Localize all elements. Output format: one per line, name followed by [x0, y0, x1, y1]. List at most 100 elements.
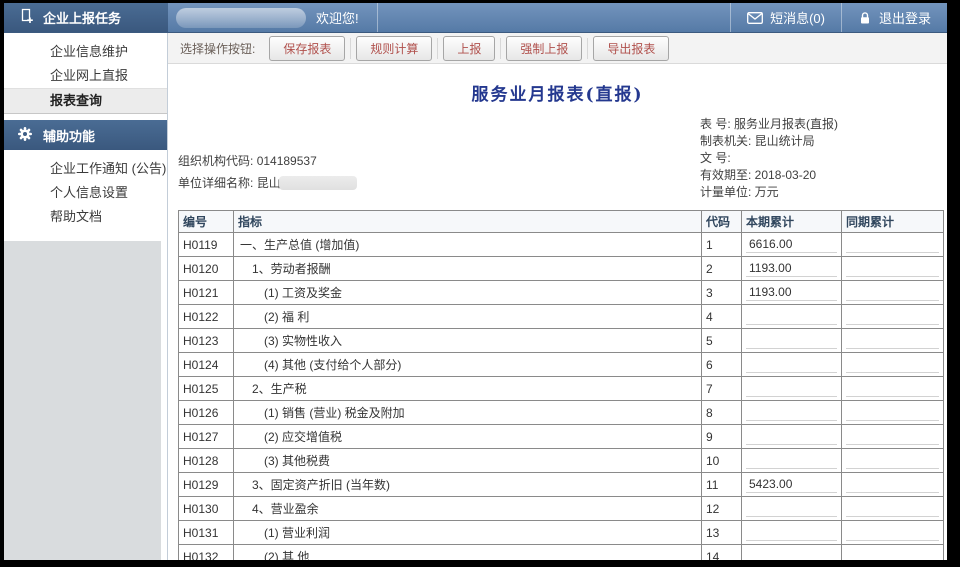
welcome-text: 欢迎您! [316, 11, 359, 26]
sidebar-item[interactable]: 企业网上直报 [50, 68, 129, 83]
submit-button[interactable]: 上报 [443, 35, 496, 61]
current-value-cell [741, 352, 842, 377]
welcome-area: 欢迎您! [168, 3, 378, 32]
previous-value-cell [841, 448, 944, 473]
toolbar-separator [437, 37, 439, 59]
row-id-link[interactable]: H0125 [178, 376, 234, 401]
app-window: 企业上报任务 欢迎您! 短消息(0) 退出登录 [4, 3, 947, 560]
code-cell: 4 [701, 304, 742, 329]
body: 企业信息维护 企业网上直报报表查询 辅助功能 [4, 33, 947, 560]
sidebar-header-aux-functions[interactable]: 辅助功能 [4, 120, 167, 150]
current-period-input[interactable] [746, 500, 837, 517]
previous-value-cell [841, 520, 944, 545]
app-menu-title: 企业上报任务 [43, 11, 122, 26]
unit-name-redacted [278, 176, 357, 190]
same-period-input[interactable] [846, 524, 939, 541]
same-period-input[interactable] [846, 236, 939, 253]
row-id-link[interactable]: H0120 [178, 256, 234, 281]
sidebar-section-title: 辅助功能 [43, 128, 96, 144]
sidebar-header-report-tasks[interactable]: 企业上报任务 [4, 3, 168, 32]
row-id-link[interactable]: H0122 [178, 304, 234, 329]
indicator-cell: (2) 应交增值税 [233, 424, 702, 449]
previous-value-cell [841, 304, 944, 329]
export-report-button[interactable]: 导出报表 [593, 35, 670, 61]
current-period-input[interactable] [746, 332, 837, 349]
code-cell: 13 [701, 520, 742, 545]
current-period-input[interactable] [746, 452, 837, 469]
row-id-link[interactable]: H0132 [178, 544, 234, 560]
same-period-input[interactable] [846, 548, 939, 560]
current-period-input[interactable] [746, 356, 837, 373]
top-bar: 企业上报任务 欢迎您! 短消息(0) 退出登录 [4, 3, 947, 33]
same-period-input[interactable] [846, 332, 939, 349]
indicator-cell: (2) 其 他 [233, 544, 702, 560]
current-period-input[interactable] [746, 284, 837, 301]
same-period-input[interactable] [846, 284, 939, 301]
row-id-link[interactable]: H0127 [178, 424, 234, 449]
save-report-button[interactable]: 保存报表 [269, 35, 346, 61]
force-submit-button[interactable]: 强制上报 [506, 35, 583, 61]
same-period-input[interactable] [846, 452, 939, 469]
row-id-link[interactable]: H0131 [178, 520, 234, 545]
current-period-input[interactable] [746, 476, 837, 493]
table-row: H0123 (3) 实物性收入 5 [178, 328, 944, 353]
unit-name-label: 单位详细名称: [178, 176, 254, 190]
current-period-input[interactable] [746, 428, 837, 445]
toolbar-separator [350, 37, 352, 59]
messages-button[interactable]: 短消息(0) [730, 3, 841, 32]
row-id-link[interactable]: H0126 [178, 400, 234, 425]
current-value-cell [741, 328, 842, 353]
row-id-link[interactable]: H0123 [178, 328, 234, 353]
row-id-link[interactable]: H0121 [178, 280, 234, 305]
sidebar-item[interactable]: 企业信息维护 [50, 44, 129, 59]
same-period-input[interactable] [846, 356, 939, 373]
sidebar-item[interactable]: 帮助文档 [50, 209, 103, 224]
current-period-input[interactable] [746, 236, 837, 253]
row-id-link[interactable]: H0124 [178, 352, 234, 377]
table-row: H0125 2、生产税 7 [178, 376, 944, 401]
toolbar-separator [500, 37, 502, 59]
indicator-cell: 4、营业盈余 [233, 496, 702, 521]
same-period-input[interactable] [846, 476, 939, 493]
current-period-input[interactable] [746, 524, 837, 541]
table-row: H0127 (2) 应交增值税 9 [178, 424, 944, 449]
org-code-line: 组织机构代码: 014189537 [178, 150, 357, 172]
same-period-input[interactable] [846, 308, 939, 325]
same-period-input[interactable] [846, 500, 939, 517]
report-meta-left: 组织机构代码: 014189537 单位详细名称: 昆山 [178, 150, 357, 194]
code-cell: 12 [701, 496, 742, 521]
row-id-link[interactable]: H0130 [178, 496, 234, 521]
previous-value-cell [841, 544, 944, 560]
code-cell: 3 [701, 280, 742, 305]
code-cell: 10 [701, 448, 742, 473]
sidebar-item[interactable]: 报表查询 [4, 88, 167, 114]
same-period-input[interactable] [846, 428, 939, 445]
unit-name-value: 昆山 [256, 176, 281, 190]
column-header: 编号 [178, 210, 234, 233]
row-id-link[interactable]: H0119 [178, 232, 234, 257]
column-header: 同期累计 [841, 210, 944, 233]
row-id-link[interactable]: H0128 [178, 448, 234, 473]
logout-button[interactable]: 退出登录 [840, 3, 947, 32]
same-period-input[interactable] [846, 260, 939, 277]
same-period-input[interactable] [846, 380, 939, 397]
same-period-input[interactable] [846, 404, 939, 421]
sidebar-item[interactable]: 个人信息设置 [50, 185, 129, 200]
current-period-input[interactable] [746, 548, 837, 560]
current-value-cell [741, 544, 842, 560]
sidebar-item[interactable]: 企业工作通知 (公告) [50, 161, 167, 176]
toolbar-label: 选择操作按钮: [180, 41, 256, 56]
current-period-input[interactable] [746, 260, 837, 277]
current-period-input[interactable] [746, 308, 837, 325]
current-period-input[interactable] [746, 404, 837, 421]
current-period-input[interactable] [746, 380, 837, 397]
previous-value-cell [841, 352, 944, 377]
rule-calc-button[interactable]: 规则计算 [356, 35, 433, 61]
row-id-link[interactable]: H0129 [178, 472, 234, 497]
indicator-cell: 2、生产税 [233, 376, 702, 401]
indicator-cell: (1) 工资及奖金 [233, 280, 702, 305]
sidebar-filler [4, 241, 161, 560]
toolbar-buttons: 保存报表 规则计算 上报 强制上报 导出报表 [269, 35, 670, 61]
table-row: H0128 (3) 其他税费 10 [178, 448, 944, 473]
